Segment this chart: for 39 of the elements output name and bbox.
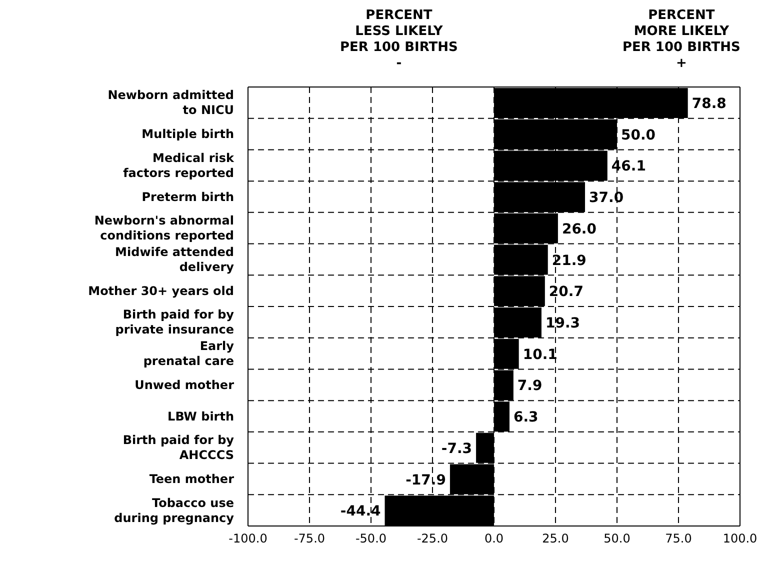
y-tick-label: Unwed mother	[134, 378, 234, 392]
data-label: 78.8	[692, 96, 726, 112]
y-tick-label: Tobacco use during pregnancy	[114, 496, 234, 525]
x-tick-label: 25.0	[542, 532, 569, 546]
data-label: 26.0	[562, 221, 597, 238]
y-tick-label: Mother 30+ years old	[88, 284, 234, 298]
data-label: -17.9	[406, 472, 446, 488]
y-tick-label: Multiple birth	[142, 127, 234, 142]
y-tick-label: Newborn's abnormal conditions reported	[94, 214, 234, 243]
data-label: 6.3	[514, 410, 538, 426]
x-tick-label: 50.0	[604, 532, 630, 546]
x-tick-label: -50.0	[355, 532, 387, 546]
y-tick-label: Birth paid for by AHCCCS	[122, 433, 234, 462]
y-tick-label: Teen mother	[149, 472, 234, 486]
data-label: 46.1	[611, 158, 646, 175]
x-tick-label: 75.0	[665, 532, 692, 546]
x-tick-label: 100.0	[722, 532, 758, 546]
data-label: -7.3	[441, 440, 472, 457]
y-tick-label: Birth paid for by private insurance	[115, 308, 234, 337]
x-tick-label: 0.0	[484, 532, 504, 546]
y-tick-label: LBW birth	[168, 409, 234, 424]
data-label: 10.1	[522, 346, 558, 363]
y-tick-label: Midwife attended delivery	[115, 244, 234, 274]
data-label: 19.3	[545, 316, 580, 332]
data-label: 37.0	[589, 190, 624, 206]
data-label: 21.9	[552, 252, 586, 269]
y-tick-label: Preterm birth	[142, 190, 234, 204]
x-tick-label: -100.0	[228, 532, 268, 546]
text: PERCENT LESS LIKELY PER 100 BIRTHS -	[339, 8, 459, 72]
text: PERCENT MORE LIKELY PER 100 BIRTHS +	[621, 8, 742, 72]
x-tick-label: -25.0	[416, 532, 448, 546]
data-label: 20.7	[548, 284, 584, 300]
y-tick-label: Newborn admitted to NICU	[108, 88, 234, 118]
y-tick-label: Medical risk factors reported	[123, 150, 236, 180]
y-tick-label: Early prenatal care	[143, 339, 234, 368]
data-label: 7.9	[517, 378, 542, 394]
data-label: -44.4	[340, 504, 382, 520]
x-tick-label: -75.0	[294, 532, 326, 546]
data-label: 50.0	[621, 127, 656, 144]
